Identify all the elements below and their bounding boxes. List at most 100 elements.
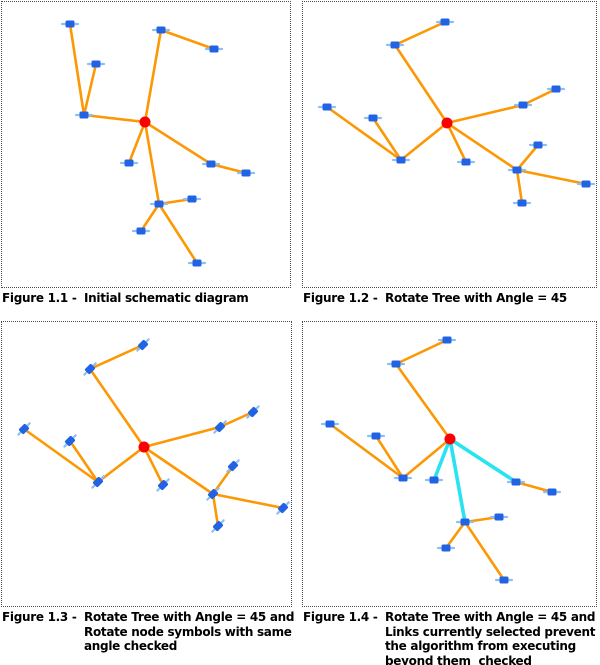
- link: [88, 343, 145, 371]
- link: [515, 168, 588, 186]
- node-box: [551, 85, 561, 93]
- link: [209, 162, 248, 175]
- selected-link: [432, 437, 452, 482]
- schematic-panel-figure-1-4: [302, 321, 597, 607]
- link: [142, 425, 222, 449]
- figure-caption-text: Rotate Tree with Angle = 45 and Links cur…: [385, 610, 599, 665]
- node-symbol: [528, 141, 548, 149]
- node-symbol: [211, 519, 225, 533]
- link: [82, 113, 147, 124]
- node-symbol: [182, 195, 202, 203]
- node-box: [207, 488, 219, 500]
- node-box: [518, 101, 528, 109]
- figure-caption-line: Rotate node symbols with same: [84, 624, 292, 639]
- node-box: [154, 200, 164, 208]
- node-box: [499, 576, 509, 584]
- node-symbol: [507, 166, 527, 174]
- node-box: [124, 159, 134, 167]
- link: [514, 480, 554, 494]
- node-box: [322, 103, 332, 111]
- root-node: [444, 433, 456, 445]
- node-box: [390, 41, 400, 49]
- schematic-panel-figure-1-1: [1, 1, 291, 288]
- node-symbol: [136, 338, 150, 352]
- root-node: [138, 441, 150, 453]
- link: [445, 121, 519, 172]
- node-box: [371, 432, 381, 440]
- node-symbol: [236, 169, 256, 177]
- figure-caption-text: Rotate Tree with Angle = 45: [385, 291, 599, 306]
- link: [371, 116, 403, 162]
- schematic-diagram: [320, 336, 562, 584]
- node-symbol: [320, 420, 340, 428]
- figure-caption: Figure 1.3 - Rotate Tree with Angle = 45…: [2, 610, 298, 654]
- link: [399, 121, 449, 162]
- figure-caption-line: the algorithm from executing: [385, 639, 576, 653]
- node-symbol: [506, 478, 526, 486]
- node-symbol: [489, 513, 509, 521]
- link: [142, 445, 165, 487]
- node-box: [209, 45, 219, 53]
- node-box: [441, 544, 451, 552]
- node-symbol: [83, 362, 97, 376]
- figure-caption-label: Figure 1.1 -: [2, 291, 77, 305]
- link: [82, 62, 98, 117]
- node-box: [440, 18, 450, 26]
- link: [463, 520, 506, 582]
- schematic-panel-figure-1-3: [1, 321, 292, 607]
- figure-caption-line: Links currently selected prevent: [385, 624, 596, 639]
- node-symbol: [437, 336, 457, 344]
- node-box: [429, 476, 439, 484]
- link: [445, 103, 525, 125]
- node-symbol: [91, 475, 105, 489]
- figure-caption-line: Rotate Tree with Angle = 45 and: [84, 610, 295, 624]
- link: [142, 445, 215, 496]
- node-box: [79, 111, 89, 119]
- figure-caption-label: Figure 1.3 -: [2, 610, 77, 624]
- node-symbol: [546, 85, 566, 93]
- node-symbol: [119, 159, 139, 167]
- node-symbol: [226, 459, 240, 473]
- selected-link: [448, 437, 518, 484]
- node-symbol: [576, 180, 596, 188]
- link: [159, 28, 216, 51]
- node-box: [247, 406, 259, 418]
- node-symbol: [456, 158, 476, 166]
- link: [444, 520, 467, 550]
- node-symbol: [512, 199, 532, 207]
- node-box: [533, 141, 543, 149]
- node-box: [391, 360, 401, 368]
- node-box: [212, 520, 224, 532]
- link: [211, 492, 285, 510]
- node-box: [241, 169, 251, 177]
- figure-caption-text: Rotate Tree with Angle = 45 and Rotate no…: [84, 610, 298, 654]
- node-symbol: [151, 26, 171, 34]
- link: [68, 22, 86, 117]
- node-symbol: [156, 478, 170, 492]
- node-box: [206, 160, 216, 168]
- figure-caption: Figure 1.4 - Rotate Tree with Angle = 45…: [303, 610, 599, 665]
- node-symbol: [60, 20, 80, 28]
- node-box: [461, 158, 471, 166]
- node-box: [91, 60, 101, 68]
- node-symbol: [455, 518, 475, 526]
- node-box: [92, 476, 104, 488]
- figure-caption-line: Rotate Tree with Angle = 45: [385, 291, 567, 305]
- node-symbol: [542, 488, 562, 496]
- node-symbol: [366, 432, 386, 440]
- node-box: [325, 420, 335, 428]
- node-box: [581, 180, 591, 188]
- link: [521, 87, 558, 107]
- node-symbol: [363, 114, 383, 122]
- figure-caption-label: Figure 1.2 -: [303, 291, 378, 305]
- node-box: [18, 423, 30, 435]
- node-symbol: [204, 45, 224, 53]
- link: [515, 143, 540, 172]
- link: [393, 20, 447, 47]
- node-symbol: [201, 160, 221, 168]
- figure-caption-line: angle checked: [84, 639, 178, 653]
- node-box: [227, 460, 239, 472]
- node-box: [368, 114, 378, 122]
- node-box: [64, 435, 76, 447]
